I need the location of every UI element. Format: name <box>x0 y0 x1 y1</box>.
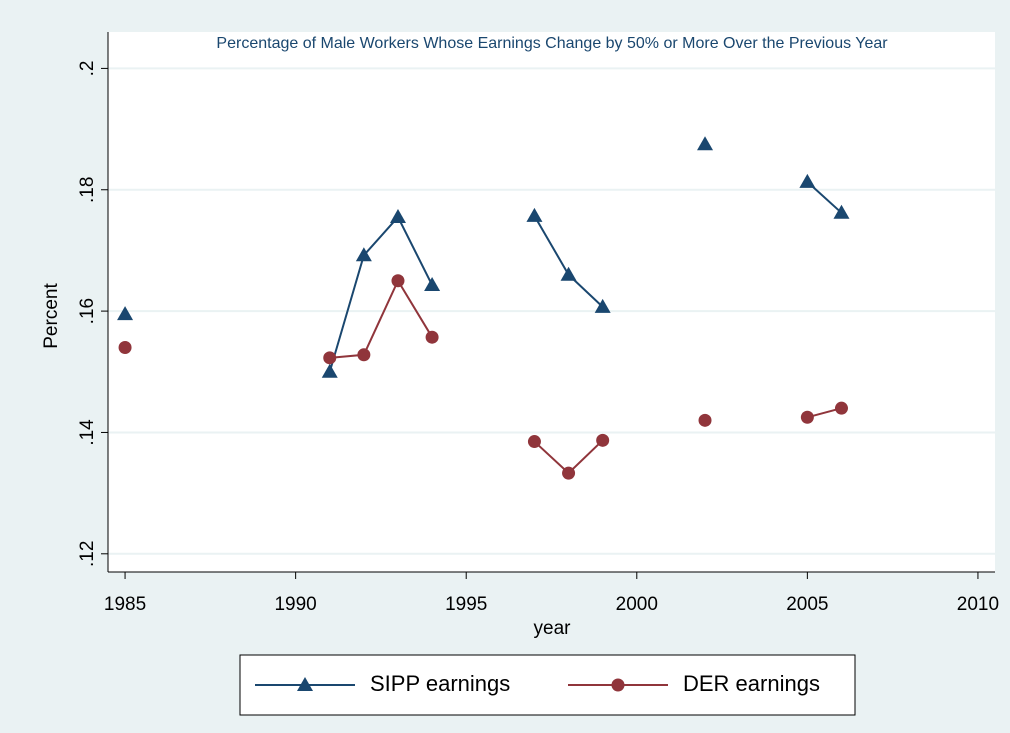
marker <box>357 348 371 362</box>
series-line <box>328 215 433 373</box>
plot-area <box>108 32 995 572</box>
marker <box>560 266 577 281</box>
chart-title: Percentage of Male Workers Whose Earning… <box>216 35 888 52</box>
marker <box>799 173 816 188</box>
marker <box>117 306 134 321</box>
marker <box>562 466 576 480</box>
y-tick-label: .16 <box>77 298 98 324</box>
marker <box>800 410 814 424</box>
y-axis-label: Percent <box>41 283 62 349</box>
marker <box>425 330 439 344</box>
x-tick-label: 1990 <box>274 594 316 615</box>
marker <box>389 209 406 224</box>
x-tick-label: 1985 <box>104 594 146 615</box>
y-tick-label: .12 <box>77 541 98 567</box>
marker <box>323 351 337 365</box>
x-tick-label: 2005 <box>786 594 828 615</box>
y-tick-label: .2 <box>77 60 98 76</box>
marker <box>297 677 313 691</box>
x-tick-label: 2000 <box>616 594 658 615</box>
y-tick-label: .18 <box>77 177 98 203</box>
marker <box>834 401 848 415</box>
y-tick-label: .14 <box>77 419 98 446</box>
x-axis-label: year <box>534 618 572 639</box>
marker <box>527 435 541 449</box>
marker <box>833 204 850 219</box>
legend-label: SIPP earnings <box>370 671 510 696</box>
marker <box>526 207 543 222</box>
marker <box>594 298 611 313</box>
marker <box>118 341 132 355</box>
marker <box>355 247 372 262</box>
x-tick-label: 1995 <box>445 594 487 615</box>
marker <box>596 433 610 447</box>
marker <box>321 363 338 378</box>
marker <box>424 277 441 292</box>
marker <box>391 274 405 288</box>
series-line <box>329 278 433 359</box>
marker <box>698 413 712 427</box>
marker <box>611 678 625 692</box>
legend-label: DER earnings <box>683 671 820 696</box>
x-tick-label: 2010 <box>957 594 999 615</box>
marker <box>697 136 714 151</box>
